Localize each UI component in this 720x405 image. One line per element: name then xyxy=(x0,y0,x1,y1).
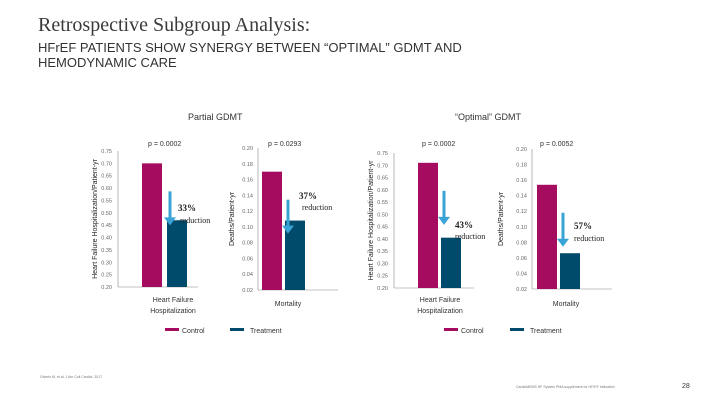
y-tick-label: 0.06 xyxy=(516,256,527,262)
bar-treatment xyxy=(167,220,187,287)
y-tick-label: 0.02 xyxy=(516,287,527,293)
reduction-percent: 43% xyxy=(455,220,473,230)
reduction-percent: 37% xyxy=(299,191,317,201)
p-value-label: p = 0.0002 xyxy=(422,141,455,148)
reduction-arrow-icon xyxy=(164,217,176,226)
y-tick-label: 0.70 xyxy=(101,161,112,167)
reduction-percent: 33% xyxy=(178,203,196,213)
y-tick-label: 0.10 xyxy=(516,225,527,231)
y-tick-label: 0.12 xyxy=(242,209,253,215)
y-tick-label: 0.08 xyxy=(516,240,527,246)
y-tick-label: 0.06 xyxy=(242,256,253,262)
y-tick-label: 0.25 xyxy=(377,274,388,280)
chart-title: Mortality xyxy=(275,301,302,308)
y-tick-label: 0.45 xyxy=(377,225,388,231)
y-tick-label: 0.75 xyxy=(377,151,388,157)
chart-title: Mortality xyxy=(553,301,580,308)
y-tick-label: 0.75 xyxy=(101,149,112,155)
reduction-label: reduction xyxy=(302,203,332,212)
y-tick-label: 0.04 xyxy=(516,271,527,277)
y-tick-label: 0.50 xyxy=(377,212,388,218)
p-value-label: p = 0.0293 xyxy=(268,141,301,148)
y-tick-label: 0.35 xyxy=(377,249,388,255)
legend-swatch-control xyxy=(165,328,179,331)
source-note: CardioMEMS HF System PMA supplement for … xyxy=(516,385,615,389)
bar-treatment xyxy=(560,253,580,289)
y-tick-label: 0.10 xyxy=(242,225,253,231)
y-axis-title: Heart Failure Hospitalization/Patient-yr xyxy=(368,160,375,280)
chart-title-line-2: Hospitalization xyxy=(150,308,196,315)
y-tick-label: 0.65 xyxy=(377,176,388,182)
bar-control xyxy=(537,184,557,289)
y-tick-label: 0.55 xyxy=(101,198,112,204)
y-tick-label: 0.20 xyxy=(101,285,112,291)
bar-control xyxy=(418,162,438,288)
chart-title-line-2: Hospitalization xyxy=(417,308,463,315)
legend-swatch-treatment xyxy=(510,328,524,331)
y-tick-label: 0.65 xyxy=(101,174,112,180)
reduction-arrow-icon xyxy=(557,238,569,247)
p-value-label: p = 0.0002 xyxy=(148,141,181,148)
legend-label-control: Control xyxy=(182,328,205,335)
group-label-partial-gdmt: Partial GDMT xyxy=(188,112,243,122)
legend-label-treatment: Treatment xyxy=(530,328,562,335)
y-tick-label: 0.70 xyxy=(377,163,388,169)
bar-control xyxy=(262,171,282,290)
y-tick-label: 0.40 xyxy=(101,236,112,242)
y-tick-label: 0.16 xyxy=(242,178,253,184)
page-number: 28 xyxy=(682,383,690,390)
reduction-label: reduction xyxy=(455,232,485,241)
legend-label-treatment: Treatment xyxy=(250,328,282,335)
y-tick-label: 0.55 xyxy=(377,200,388,206)
y-axis-title: Deaths/Patient-yr xyxy=(498,191,505,246)
chart-title: Heart Failure xyxy=(420,297,461,304)
y-tick-label: 0.08 xyxy=(242,241,253,247)
group-label-optimal-gdmt: “Optimal” GDMT xyxy=(455,112,521,122)
reduction-label: reduction xyxy=(180,216,210,225)
y-tick-label: 0.02 xyxy=(242,288,253,294)
y-tick-label: 0.25 xyxy=(101,273,112,279)
bar-treatment xyxy=(285,220,305,290)
y-axis-title: Heart Failure Hospitalization/Patient-yr xyxy=(92,158,99,278)
bar-treatment xyxy=(441,237,461,288)
y-tick-label: 0.04 xyxy=(242,272,253,278)
y-tick-label: 0.20 xyxy=(377,286,388,292)
legend-label-control: Control xyxy=(461,328,484,335)
y-tick-label: 0.35 xyxy=(101,248,112,254)
reduction-arrow-icon xyxy=(282,225,294,234)
reduction-label: reduction xyxy=(574,234,604,243)
y-tick-label: 0.20 xyxy=(516,147,527,153)
p-value-label: p = 0.0052 xyxy=(540,141,573,148)
y-tick-label: 0.40 xyxy=(377,237,388,243)
y-tick-label: 0.18 xyxy=(516,163,527,169)
y-tick-label: 0.30 xyxy=(101,260,112,266)
y-tick-label: 0.12 xyxy=(516,209,527,215)
y-tick-label: 0.60 xyxy=(377,188,388,194)
reduction-arrow-icon xyxy=(438,216,450,225)
y-tick-label: 0.30 xyxy=(377,261,388,267)
y-tick-label: 0.14 xyxy=(242,193,253,199)
y-axis-title: Deaths/Patient-yr xyxy=(229,191,236,246)
y-tick-label: 0.16 xyxy=(516,178,527,184)
y-tick-label: 0.50 xyxy=(101,211,112,217)
y-tick-label: 0.18 xyxy=(242,162,253,168)
legend-swatch-control xyxy=(444,328,458,331)
bar-control xyxy=(142,163,162,287)
reduction-percent: 57% xyxy=(574,221,592,231)
y-tick-label: 0.45 xyxy=(101,223,112,229)
legend-swatch-treatment xyxy=(230,328,244,331)
y-tick-label: 0.20 xyxy=(242,146,253,152)
chart-title: Heart Failure xyxy=(153,297,194,304)
slide-subtitle: HFrEF PATIENTS SHOW SYNERGY BETWEEN “OPT… xyxy=(38,40,462,70)
footnote: Givertz M, et al. J Am Coll Cardiol. 201… xyxy=(40,375,103,379)
slide-title: Retrospective Subgroup Analysis: xyxy=(38,14,311,36)
y-tick-label: 0.14 xyxy=(516,194,527,200)
y-tick-label: 0.60 xyxy=(101,186,112,192)
